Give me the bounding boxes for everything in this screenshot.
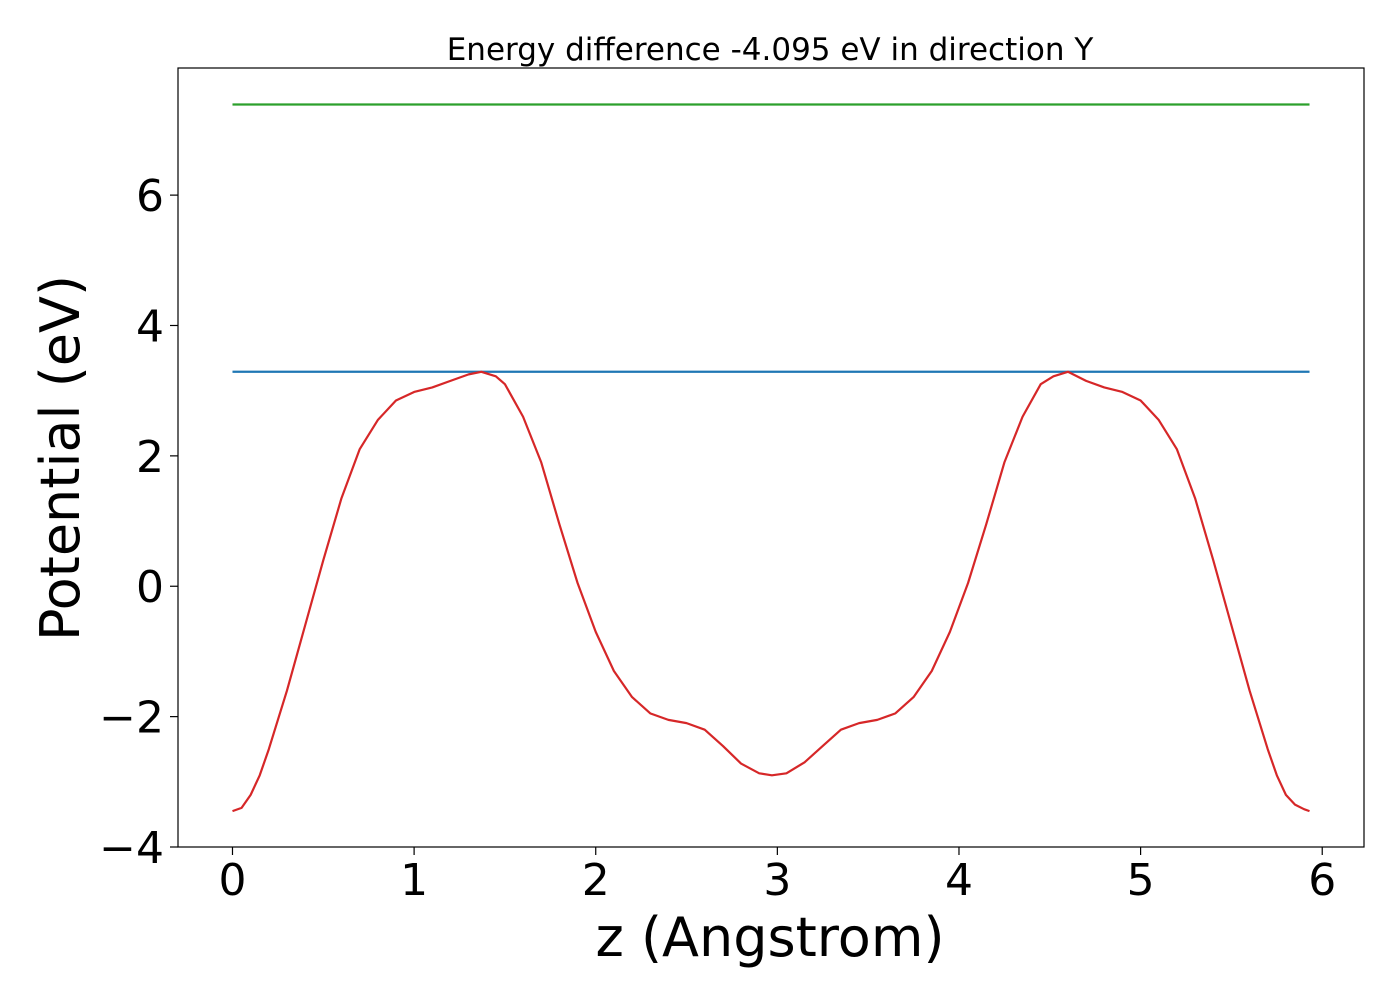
y-tick-label: 0 [136, 562, 164, 613]
y-axis: −4 −2 0 2 4 6 [99, 171, 178, 874]
chart-title: Energy difference -4.095 eV in direction… [447, 32, 1094, 68]
y-tick-label: 4 [136, 301, 164, 352]
x-tick-label: 4 [945, 855, 973, 906]
series-line-3 [232, 370, 1310, 813]
y-tick-label: 6 [136, 171, 164, 222]
x-tick-label: 5 [1127, 855, 1155, 906]
x-axis: 0 1 2 3 4 5 6 [218, 847, 1336, 906]
x-tick-label: 1 [400, 855, 428, 906]
x-tick-label: 6 [1308, 855, 1336, 906]
x-tick-label: 3 [763, 855, 791, 906]
y-tick-label: −2 [99, 693, 164, 744]
y-tick-label: −4 [99, 823, 164, 874]
y-axis-label: Potential (eV) [29, 275, 92, 641]
x-tick-label: 0 [218, 855, 246, 906]
x-axis-label: z (Angstrom) [595, 906, 944, 969]
plot-frame [177, 67, 1365, 848]
plot-area [232, 103, 1310, 813]
x-tick-label: 2 [582, 855, 610, 906]
y-tick-label: 2 [136, 432, 164, 483]
